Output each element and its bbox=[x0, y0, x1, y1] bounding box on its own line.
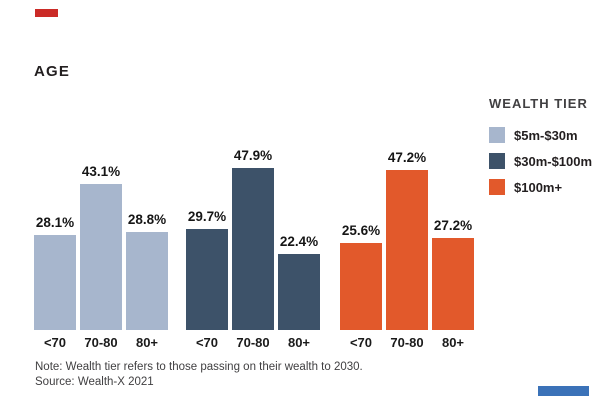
bar bbox=[80, 183, 122, 330]
bar-group-100m-plus: 25.6% <70 47.2% 70-80 27.2% 80+ bbox=[340, 0, 474, 350]
bar-column: 22.4% 80+ bbox=[278, 0, 320, 350]
note-text: Note: Wealth tier refers to those passin… bbox=[35, 361, 363, 373]
bar-value-label: 22.4% bbox=[279, 234, 319, 250]
axis-label: 80+ bbox=[441, 335, 465, 350]
axis-label: <70 bbox=[195, 335, 219, 350]
bar-value-label: 47.9% bbox=[233, 147, 273, 163]
bar-column: 47.2% 70-80 bbox=[386, 0, 428, 350]
legend-item-label: $30m-$100m bbox=[514, 153, 593, 169]
legend: WEALTH TIER $5m-$30m $30m-$100m $100m+ bbox=[489, 96, 592, 205]
bar-value-label: 28.8% bbox=[127, 212, 167, 228]
bar bbox=[432, 237, 474, 330]
source-text: Source: Wealth-X 2021 bbox=[35, 376, 154, 388]
red-accent-dash bbox=[35, 9, 58, 17]
axis-label: 80+ bbox=[287, 335, 311, 350]
chart-title: AGE bbox=[34, 63, 71, 80]
bar bbox=[34, 234, 76, 330]
axis-label: <70 bbox=[349, 335, 373, 350]
legend-swatch-5m-30m bbox=[489, 127, 505, 143]
bar-column: 43.1% 70-80 bbox=[80, 0, 122, 350]
bar-column: 27.2% 80+ bbox=[432, 0, 474, 350]
axis-label: 70-80 bbox=[84, 335, 118, 350]
bar-value-label: 28.1% bbox=[35, 214, 75, 230]
bar-column: 28.1% <70 bbox=[34, 0, 76, 350]
bar bbox=[126, 232, 168, 330]
bar-value-label: 29.7% bbox=[187, 209, 227, 225]
bar-value-label: 25.6% bbox=[341, 223, 381, 239]
legend-item: $100m+ bbox=[489, 179, 592, 195]
bar-value-label: 47.2% bbox=[387, 150, 427, 165]
bar-column: 47.9% 70-80 bbox=[232, 0, 274, 350]
axis-label: 80+ bbox=[135, 335, 159, 350]
bar bbox=[386, 170, 428, 330]
bar-column: 28.8% 80+ bbox=[126, 0, 168, 350]
legend-swatch-30m-100m bbox=[489, 153, 505, 169]
axis-label: 70-80 bbox=[390, 335, 424, 350]
legend-title: WEALTH TIER bbox=[489, 96, 588, 111]
axis-label: 70-80 bbox=[236, 335, 270, 350]
legend-item-label: $100m+ bbox=[514, 179, 563, 195]
legend-swatch-100m-plus bbox=[489, 179, 505, 195]
legend-item: $30m-$100m bbox=[489, 153, 592, 169]
bar bbox=[186, 229, 228, 330]
footnote-block: Note: Wealth tier refers to those passin… bbox=[35, 360, 363, 390]
legend-item: $5m-$30m bbox=[489, 127, 592, 143]
bar-group-30m-100m: 29.7% <70 47.9% 70-80 22.4% 80+ bbox=[186, 0, 320, 350]
bar bbox=[232, 167, 274, 330]
bar-value-label: 27.2% bbox=[433, 217, 473, 233]
axis-label: <70 bbox=[43, 335, 67, 350]
legend-item-label: $5m-$30m bbox=[514, 127, 578, 143]
bar bbox=[278, 254, 320, 330]
bar-group-5m-30m: 28.1% <70 43.1% 70-80 28.8% 80+ bbox=[34, 0, 168, 350]
bar bbox=[340, 243, 382, 330]
bar-column: 29.7% <70 bbox=[186, 0, 228, 350]
blue-accent-dash bbox=[538, 386, 589, 396]
bar-column: 25.6% <70 bbox=[340, 0, 382, 350]
bar-value-label: 43.1% bbox=[81, 163, 121, 179]
